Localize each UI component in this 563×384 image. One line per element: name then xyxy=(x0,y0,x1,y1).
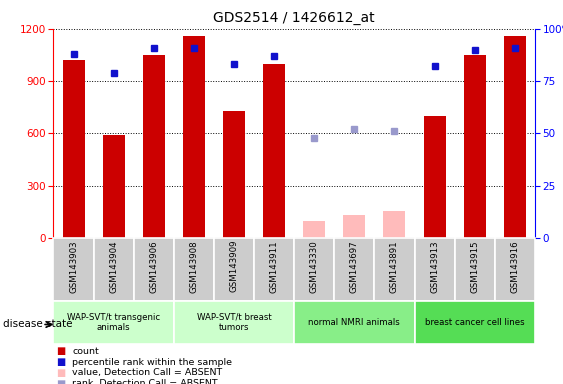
Bar xyxy=(254,238,294,301)
Bar xyxy=(294,238,334,301)
Bar xyxy=(495,238,535,301)
Bar xyxy=(303,221,325,238)
Text: GSM143904: GSM143904 xyxy=(109,240,118,293)
Text: value, Detection Call = ABSENT: value, Detection Call = ABSENT xyxy=(72,368,222,377)
Text: disease state: disease state xyxy=(3,319,72,329)
Text: GSM143903: GSM143903 xyxy=(69,240,78,293)
Text: GSM143911: GSM143911 xyxy=(270,240,279,293)
Bar xyxy=(374,238,414,301)
Bar xyxy=(93,238,133,301)
Text: GSM143913: GSM143913 xyxy=(430,240,439,293)
Text: GSM143915: GSM143915 xyxy=(470,240,479,293)
Bar xyxy=(454,238,495,301)
Bar xyxy=(174,301,294,344)
Bar xyxy=(504,36,526,238)
Text: GSM143916: GSM143916 xyxy=(510,240,519,293)
Text: rank, Detection Call = ABSENT: rank, Detection Call = ABSENT xyxy=(72,379,218,384)
Text: GSM143891: GSM143891 xyxy=(390,240,399,293)
Bar xyxy=(134,238,174,301)
Text: ■: ■ xyxy=(56,368,65,378)
Text: percentile rank within the sample: percentile rank within the sample xyxy=(72,358,232,367)
Text: ■: ■ xyxy=(56,346,65,356)
Bar xyxy=(183,36,205,238)
Bar xyxy=(223,111,245,238)
Text: breast cancer cell lines: breast cancer cell lines xyxy=(425,318,525,327)
Bar xyxy=(62,60,84,238)
Text: ■: ■ xyxy=(56,379,65,384)
Text: GSM143908: GSM143908 xyxy=(189,240,198,293)
Bar xyxy=(343,215,365,238)
Bar xyxy=(414,238,454,301)
Bar xyxy=(383,211,405,238)
Text: GSM143909: GSM143909 xyxy=(230,240,239,293)
Text: GSM143906: GSM143906 xyxy=(149,240,158,293)
Bar xyxy=(174,238,214,301)
Bar xyxy=(334,238,374,301)
Text: GSM143330: GSM143330 xyxy=(310,240,319,293)
Bar xyxy=(102,135,124,238)
Text: ■: ■ xyxy=(56,357,65,367)
Bar xyxy=(214,238,254,301)
Text: normal NMRI animals: normal NMRI animals xyxy=(309,318,400,327)
Bar xyxy=(53,301,174,344)
Bar xyxy=(423,116,445,238)
Bar xyxy=(414,301,535,344)
Text: WAP-SVT/t transgenic
animals: WAP-SVT/t transgenic animals xyxy=(67,313,160,332)
Bar xyxy=(143,55,165,238)
Bar xyxy=(53,238,93,301)
Text: count: count xyxy=(72,347,99,356)
Text: WAP-SVT/t breast
tumors: WAP-SVT/t breast tumors xyxy=(196,313,271,332)
Bar xyxy=(464,55,486,238)
Bar xyxy=(263,64,285,238)
Text: GSM143697: GSM143697 xyxy=(350,240,359,293)
Title: GDS2514 / 1426612_at: GDS2514 / 1426612_at xyxy=(213,11,375,25)
Bar xyxy=(294,301,414,344)
